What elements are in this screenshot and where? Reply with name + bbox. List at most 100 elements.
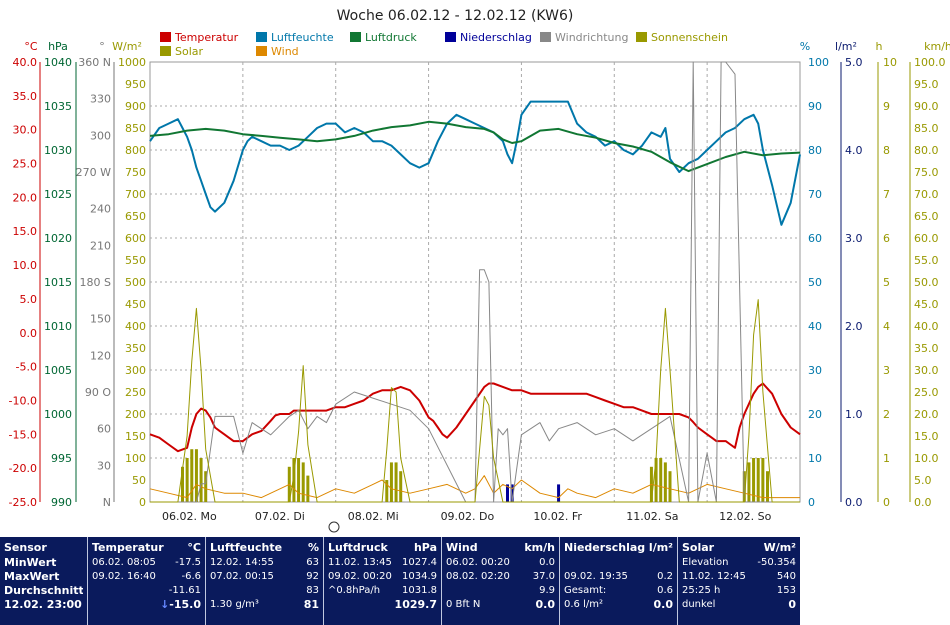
legend-swatch: [445, 32, 456, 42]
current-time: 12.02. 23:00: [4, 597, 82, 611]
temp-max-value: -6.6: [181, 570, 201, 582]
pressure-tick-label: 1015: [44, 276, 72, 289]
axis-unit-label: W/m²: [112, 40, 142, 53]
hum-avg-value: 83: [306, 584, 319, 596]
solar-tick-label: 850: [125, 122, 146, 135]
axis-unit-label: °C: [24, 40, 38, 53]
solar-current-value: 0: [788, 597, 796, 611]
legend-swatch: [160, 32, 171, 42]
sunshine-tick-label: 6: [883, 232, 890, 245]
solar-elevation-label: Elevation: [682, 556, 729, 568]
hum-current-value: 81: [303, 597, 319, 611]
rain-current-value: 0.0: [653, 597, 674, 611]
pressure-tick-label: 995: [51, 452, 72, 465]
solar-max-value: 540: [776, 570, 796, 582]
legend-label: Windrichtung: [555, 31, 628, 44]
rain-tick-label: 4.0: [845, 144, 863, 157]
pressure-tick-label: 1000: [44, 408, 72, 421]
pressure-tick-label: 1030: [44, 144, 72, 157]
solar-tick-label: 650: [125, 210, 146, 223]
press-avg-value: 1031.8: [402, 584, 437, 596]
axes: 40.035.030.025.020.015.010.05.00.0-5.0-1…: [9, 56, 946, 509]
info-panel: Sensor MinWert MaxWert Durchschnitt 12.0…: [0, 537, 800, 625]
solar-tick-label: 1000: [118, 56, 146, 69]
solar-tick-label: 50: [132, 474, 146, 487]
sunshine-bar: [389, 462, 393, 502]
axis-unit-label: h: [876, 40, 883, 53]
wind-tick-label: 20.0: [914, 408, 939, 421]
solar-avg-value: 153: [776, 584, 796, 596]
rain-sum: 0.6 l/m²: [564, 598, 603, 610]
solar-sun-hours: 25:25 h: [682, 584, 721, 596]
sunshine-bar: [204, 471, 208, 502]
wind-tick-label: 45.0: [914, 298, 939, 311]
direction-tick-label: 60: [97, 423, 111, 436]
direction-tick-label: 270 W: [76, 166, 111, 179]
series-line-luftfeuchte: [149, 100, 801, 226]
hum-absolute: 1.30 g/m³: [210, 598, 259, 610]
sunshine-bar: [306, 475, 310, 502]
moon-phase-icon: [328, 521, 340, 533]
rain-tick-label: 1.0: [845, 408, 863, 421]
humidity-tick-label: 70: [808, 188, 822, 201]
direction-tick-label: 210: [90, 239, 111, 252]
sunshine-bar: [194, 449, 198, 502]
temp-avg-value: -11.61: [168, 584, 201, 596]
wind-tick-label: 85.0: [914, 122, 939, 135]
temp-tick-label: 40.0: [13, 56, 38, 69]
x-tick-label: 08.02. Mi: [348, 510, 399, 523]
sunshine-tick-label: 9: [883, 100, 890, 113]
wind-tick-label: 10.0: [914, 452, 939, 465]
sunshine-bar: [297, 458, 301, 502]
rain-bar: [506, 484, 509, 502]
humidity-tick-label: 10: [808, 452, 822, 465]
temp-current-value: -15.0: [169, 597, 201, 611]
sunshine-tick-label: 3: [883, 364, 890, 377]
legend-label: Sonnenschein: [651, 31, 728, 44]
pressure-tick-label: 1020: [44, 232, 72, 245]
rain-total-label: Gesamt:: [564, 584, 607, 596]
solar-max-time: 11.02. 12:45: [682, 570, 746, 582]
temp-unit: °C: [187, 540, 201, 554]
hum-max-time: 07.02. 00:15: [210, 570, 274, 582]
hum-min-value: 63: [306, 556, 319, 568]
solar-tick-label: 150: [125, 430, 146, 443]
solar-tick-label: 800: [125, 144, 146, 157]
sunshine-bar: [654, 458, 658, 502]
chart-title: Woche 06.02.12 - 12.02.12 (KW6): [337, 8, 574, 24]
sunshine-tick-label: 10: [883, 56, 897, 69]
rain-tick-label: 3.0: [845, 232, 863, 245]
wind-tick-label: 15.0: [914, 430, 939, 443]
axis-unit-label: l/m²: [835, 40, 857, 53]
rain-max-value: 0.2: [657, 570, 673, 582]
humidity-tick-label: 50: [808, 276, 822, 289]
sunshine-tick-label: 5: [883, 276, 890, 289]
sunshine-bar: [199, 458, 203, 502]
avg-label: Durchschnitt: [4, 583, 83, 597]
wind-tick-label: 5.0: [914, 474, 932, 487]
solar-tick-label: 900: [125, 100, 146, 113]
wind-column: Wind km/h 06.02. 00:20 0.0 08.02. 02:20 37.…: [442, 537, 560, 625]
sunshine-bar: [292, 458, 296, 502]
direction-tick-label: 180 S: [80, 276, 111, 289]
wind-tick-label: 35.0: [914, 342, 939, 355]
sunshine-bar: [761, 458, 765, 502]
wind-beaufort: 0 Bft N: [446, 598, 481, 610]
temp-tick-label: 25.0: [13, 158, 38, 171]
series-line-windrichtung: [150, 61, 800, 503]
direction-tick-label: 360 N: [78, 56, 111, 69]
press-unit: hPa: [413, 540, 437, 554]
wind-tick-label: 25.0: [914, 386, 939, 399]
wind-current-value: 0.0: [535, 597, 556, 611]
humidity-column: Luftfeuchte% 12.02. 14:55 63 07.02. 00:15…: [206, 537, 324, 625]
series-layer: [149, 61, 801, 503]
solar-tick-label: 400: [125, 320, 146, 333]
solar-tick-label: 750: [125, 166, 146, 179]
sunshine-bar: [747, 462, 751, 502]
sunshine-bar: [659, 458, 663, 502]
legend-label: Luftfeuchte: [271, 31, 334, 44]
pressure-tick-label: 1040: [44, 56, 72, 69]
direction-tick-label: 120: [90, 349, 111, 362]
pressure-tick-label: 1025: [44, 188, 72, 201]
legend-swatch: [256, 32, 267, 42]
